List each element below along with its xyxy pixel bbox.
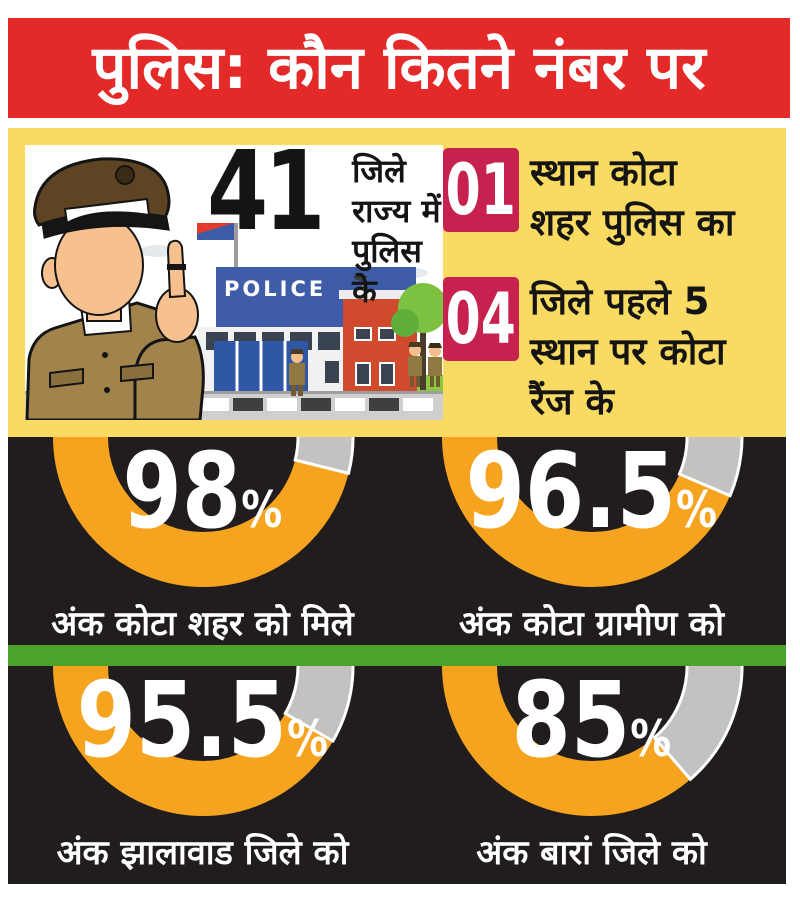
fact-number-badge: 01 (443, 148, 519, 232)
illustration-box: POLICE (25, 145, 443, 420)
cctv-icon (354, 273, 367, 291)
green-divider (8, 645, 786, 666)
fact-list: 01 स्थान कोटा शहर पुलिस का 04 जिले पहले … (443, 128, 786, 437)
gauge-kota-city: 98% अंक कोटा शहर को मिले (8, 437, 397, 645)
police-figure (289, 349, 305, 396)
gauge-label: अंक बारां जिले को (476, 833, 707, 873)
gauge-value: 95.5% (76, 666, 329, 781)
gauge-baran: 85% अंक बारां जिले को (397, 666, 786, 884)
gauge-label: अंक झालावाड जिले को (56, 833, 349, 873)
fact-text: स्थान कोटा शहर पुलिस का (530, 151, 735, 244)
donut-ring (441, 666, 743, 816)
gauge-label: अंक कोटा शहर को मिले (51, 604, 354, 644)
fact-rank-city: 01 स्थान कोटा शहर पुलिस का (443, 148, 734, 248)
donut-ring (52, 437, 354, 587)
district-count: 41 (207, 145, 325, 255)
donut-chart: 98% (8, 437, 397, 595)
police-sign: POLICE (224, 277, 326, 301)
district-count-block: 41 जिले राज्य में पुलिस के (207, 145, 443, 311)
district-count-caption: जिले राज्य में पुलिस के (352, 152, 441, 310)
donut-chart: 95.5% (8, 666, 397, 824)
fact-rank-range: 04 जिले पहले 5 स्थान पर कोटा रैंज के (443, 277, 726, 427)
donut-ring (441, 437, 743, 587)
tree-icon (391, 283, 443, 390)
title-banner: पुलिस: कौन कितने नंबर पर (8, 18, 790, 118)
donut-chart: 96.5% (397, 437, 786, 595)
donut-chart: 85% (397, 666, 786, 824)
gauge-row-2: 95.5% अंक झालावाड जिले को 85% अंक बारां … (8, 666, 786, 884)
page-title: पुलिस: कौन कितने नंबर पर (92, 33, 706, 103)
fact-text: जिले पहले 5 स्थान पर कोटा रैंज के (530, 280, 726, 423)
donut-ring (52, 666, 354, 816)
fact-number-badge: 04 (443, 277, 519, 361)
police-station-illustration: POLICE (25, 267, 443, 420)
police-officer-illustration (25, 157, 205, 420)
gauge-label: अंक कोटा ग्रामीण को (458, 604, 725, 644)
gauge-value: 98% (122, 437, 283, 552)
gauge-value: 85% (511, 666, 672, 781)
gauge-jhalawar: 95.5% अंक झालावाड जिले को (8, 666, 397, 884)
police-figure (408, 342, 442, 387)
police-illustration: POLICE (25, 157, 443, 420)
gauge-value: 96.5% (465, 437, 718, 552)
gauge-kota-rural: 96.5% अंक कोटा ग्रामीण को (397, 437, 786, 645)
info-panel: POLICE (8, 128, 786, 437)
gauge-row-1: 98% अंक कोटा शहर को मिले 96.5% अंक कोटा … (8, 437, 786, 645)
